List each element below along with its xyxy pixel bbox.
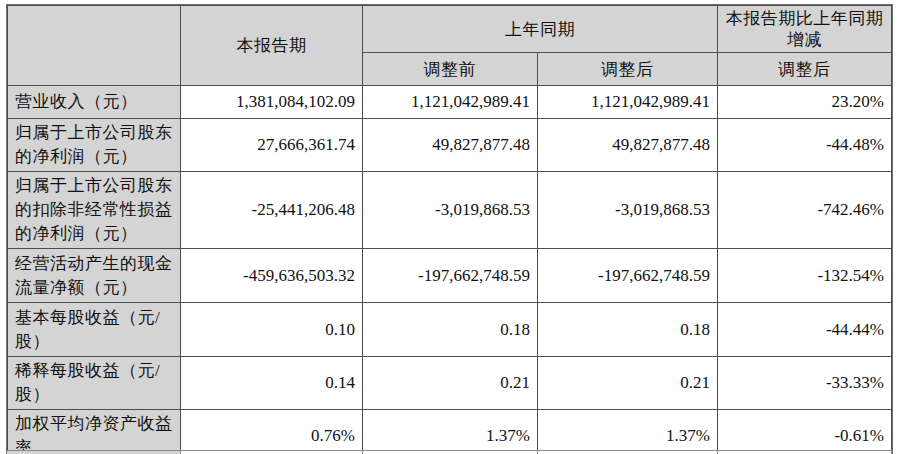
cell-prior-after: -3,019,868.53 xyxy=(538,172,718,249)
financial-summary-table: 本报告期 上年同期 本报告期比上年同期增减 调整前 调整后 调整后 营业收入（元… xyxy=(7,5,892,454)
cell-current: 0.14 xyxy=(181,357,363,410)
table-row-diluted-eps: 稀释每股收益（元/股） 0.14 0.21 0.21 -33.33% xyxy=(8,357,892,410)
cell-prior-before: 1,121,042,989.41 xyxy=(363,86,538,119)
row-label: 经营活动产生的现金流量净额（元） xyxy=(8,249,181,303)
cell-prior-before: 0.18 xyxy=(363,303,538,357)
cell-change: -44.48% xyxy=(718,119,892,172)
row-label: 归属于上市公司股东的净利润（元） xyxy=(8,119,181,172)
cell-prior-after: 49,827,877.48 xyxy=(538,119,718,172)
table-row-weighted-avg-roe: 加权平均净资产收益率 0.76% 1.37% 1.37% -0.61% xyxy=(8,410,892,454)
cell-prior-after: 1,121,042,989.41 xyxy=(538,86,718,119)
cell-prior-before: -197,662,748.59 xyxy=(363,249,538,303)
cell-current: 0.76% xyxy=(181,410,363,454)
corner-cell xyxy=(8,6,181,86)
cell-prior-after: -197,662,748.59 xyxy=(538,249,718,303)
table-row-net-profit: 归属于上市公司股东的净利润（元） 27,666,361.74 49,827,87… xyxy=(8,119,892,172)
cell-current: -459,636,503.32 xyxy=(181,249,363,303)
cell-prior-before: 0.21 xyxy=(363,357,538,410)
header-after-adjustment: 调整后 xyxy=(538,53,718,86)
header-before-adjustment: 调整前 xyxy=(363,53,538,86)
cell-change: 23.20% xyxy=(718,86,892,119)
row-label: 归属于上市公司股东的扣除非经常性损益的净利润（元） xyxy=(8,172,181,249)
cell-prior-before: 1.37% xyxy=(363,410,538,454)
cell-change: -44.44% xyxy=(718,303,892,357)
cell-prior-after: 0.21 xyxy=(538,357,718,410)
cell-prior-after: 0.18 xyxy=(538,303,718,357)
cell-prior-before: -3,019,868.53 xyxy=(363,172,538,249)
cell-change: -33.33% xyxy=(718,357,892,410)
cell-current: 1,381,084,102.09 xyxy=(181,86,363,119)
cell-prior-before: 49,827,877.48 xyxy=(363,119,538,172)
cell-change: -132.54% xyxy=(718,249,892,303)
financial-report-page: 本报告期 上年同期 本报告期比上年同期增减 调整前 调整后 调整后 营业收入（元… xyxy=(0,0,899,454)
cell-current: -25,441,206.48 xyxy=(181,172,363,249)
row-label: 营业收入（元） xyxy=(8,86,181,119)
cell-current: 27,666,361.74 xyxy=(181,119,363,172)
cell-current: 0.10 xyxy=(181,303,363,357)
row-label: 稀释每股收益（元/股） xyxy=(8,357,181,410)
next-row-cut-off-fragment xyxy=(7,450,892,454)
cell-prior-after: 1.37% xyxy=(538,410,718,454)
table-row-operating-revenue: 营业收入（元） 1,381,084,102.09 1,121,042,989.4… xyxy=(8,86,892,119)
header-prior-period-group: 上年同期 xyxy=(363,6,718,53)
header-current-period: 本报告期 xyxy=(181,6,363,86)
table-row-operating-cash-flow: 经营活动产生的现金流量净额（元） -459,636,503.32 -197,66… xyxy=(8,249,892,303)
cell-change: -0.61% xyxy=(718,410,892,454)
row-label: 加权平均净资产收益率 xyxy=(8,410,181,454)
table-row-basic-eps: 基本每股收益（元/股） 0.10 0.18 0.18 -44.44% xyxy=(8,303,892,357)
header-change-after-adjustment: 调整后 xyxy=(718,53,892,86)
table-row-net-profit-excl-nonrecurring: 归属于上市公司股东的扣除非经常性损益的净利润（元） -25,441,206.48… xyxy=(8,172,892,249)
row-label: 基本每股收益（元/股） xyxy=(8,303,181,357)
cell-change: -742.46% xyxy=(718,172,892,249)
header-change-group: 本报告期比上年同期增减 xyxy=(718,6,892,53)
